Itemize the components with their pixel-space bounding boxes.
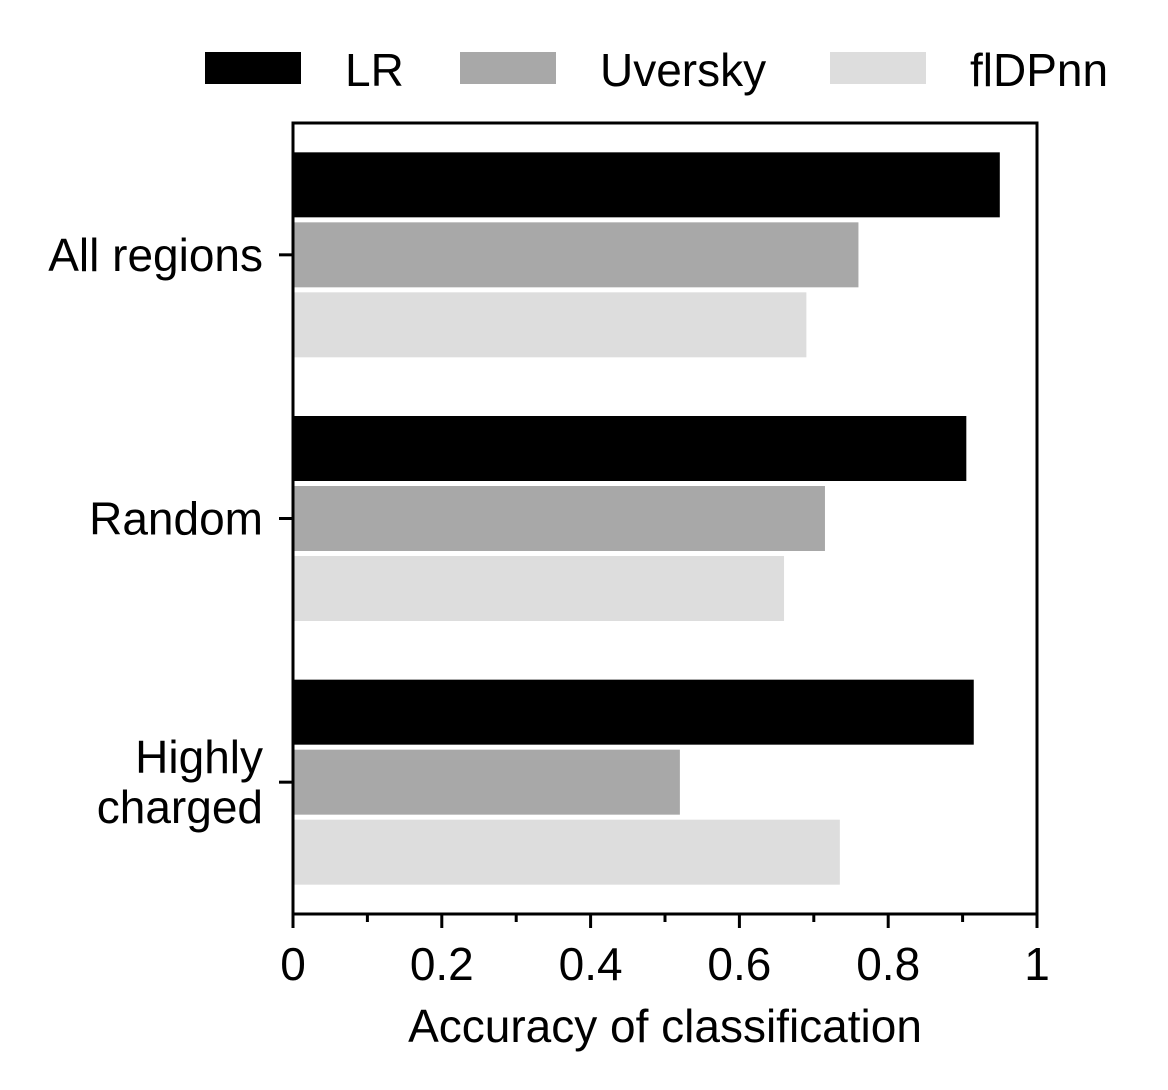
- x-tick-label-4: 0.8: [856, 938, 920, 990]
- y-axis: All regions Random Highly charged: [48, 229, 293, 833]
- legend: LR Uversky flDPnn: [205, 44, 1108, 96]
- legend-swatch-fldpnn: [830, 52, 926, 84]
- x-tick-label-0: 0: [280, 938, 306, 990]
- category-label-0: All regions: [48, 229, 263, 281]
- legend-label-lr: LR: [345, 44, 404, 96]
- x-tick-label-2: 0.4: [559, 938, 623, 990]
- x-tick-label-3: 0.6: [707, 938, 771, 990]
- bar-lr-0: [293, 152, 1000, 218]
- bar-fldpnn-0: [293, 292, 807, 358]
- bar-uversky-2: [293, 749, 680, 815]
- bar-fldpnn-2: [293, 819, 840, 885]
- category-label-line: All regions: [48, 229, 263, 281]
- bar-fldpnn-1: [293, 556, 785, 621]
- x-axis: 0 0.2 0.4 0.6 0.8 1: [280, 914, 1050, 990]
- category-label-1: Random: [89, 493, 263, 545]
- category-label-2: Highly charged: [97, 731, 263, 833]
- category-label-line: Highly: [135, 731, 263, 783]
- bar-uversky-0: [293, 222, 859, 288]
- legend-label-fldpnn: flDPnn: [970, 44, 1108, 96]
- category-label-line: charged: [97, 781, 263, 833]
- category-label-line: Random: [89, 493, 263, 545]
- bar-lr-1: [293, 416, 967, 481]
- bar-uversky-1: [293, 486, 825, 551]
- legend-label-uversky: Uversky: [600, 44, 766, 96]
- bars: [293, 152, 1000, 885]
- legend-swatch-uversky: [460, 52, 556, 84]
- x-axis-title: Accuracy of classification: [408, 1000, 922, 1052]
- x-tick-label-5: 1: [1024, 938, 1050, 990]
- legend-swatch-lr: [205, 52, 301, 84]
- x-tick-label-1: 0.2: [410, 938, 474, 990]
- bar-lr-2: [293, 679, 974, 745]
